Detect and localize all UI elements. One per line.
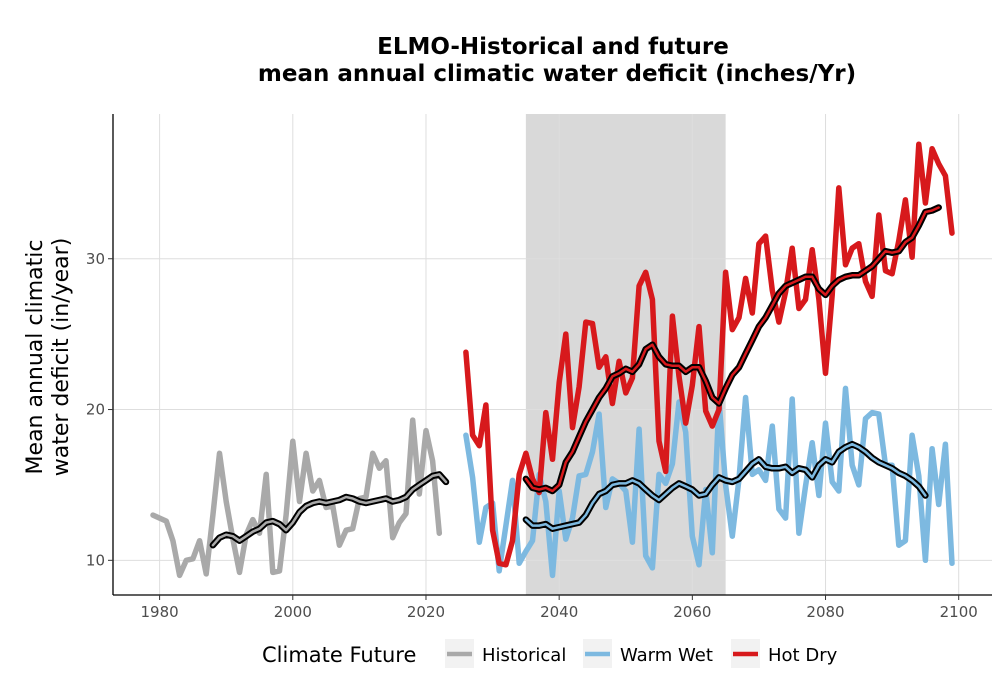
series-line-hot-dry	[463, 141, 955, 568]
x-tick-label: 2100	[940, 603, 978, 621]
y-axis-title-line-2: water deficit (in/year)	[49, 238, 74, 477]
y-tick-label: 10	[86, 551, 105, 569]
legend-title: Climate Future	[262, 643, 416, 667]
y-tick-label: 30	[86, 250, 105, 268]
smoothed-lines	[209, 204, 942, 549]
legend-label-historical: Historical	[482, 645, 566, 666]
x-tick-label: 2080	[806, 603, 844, 621]
x-tick-label: 2040	[540, 603, 578, 621]
smoothed-line-warm-wet	[524, 442, 927, 530]
chart-title-line-1: ELMO-Historical and future	[377, 34, 729, 60]
smoothed-line-hot-dry	[524, 206, 940, 493]
chart-title-line-2: mean annual climatic water deficit (inch…	[258, 61, 856, 87]
y-tick-label: 20	[86, 401, 105, 419]
legend-label-hot-dry: Hot Dry	[768, 645, 838, 666]
series-line-historical	[150, 417, 443, 579]
tick-labels: 1980 2000 2020 2040 2060 2080 2100 10 20 30	[86, 250, 978, 621]
x-tick-label: 2060	[673, 603, 711, 621]
x-tick-label: 2000	[274, 603, 312, 621]
smoothed-line-historical	[211, 473, 448, 547]
x-tick-label: 1980	[141, 603, 179, 621]
legend-label-warm-wet: Warm Wet	[620, 645, 713, 666]
legend: Climate Future Historical Warm Wet Hot D…	[262, 639, 838, 668]
series-line-warm-wet	[463, 385, 955, 579]
x-tick-label: 2020	[407, 603, 445, 621]
y-axis-title-line-1: Mean annual climatic	[23, 240, 48, 475]
series-lines	[150, 141, 955, 579]
axes	[112, 114, 992, 596]
